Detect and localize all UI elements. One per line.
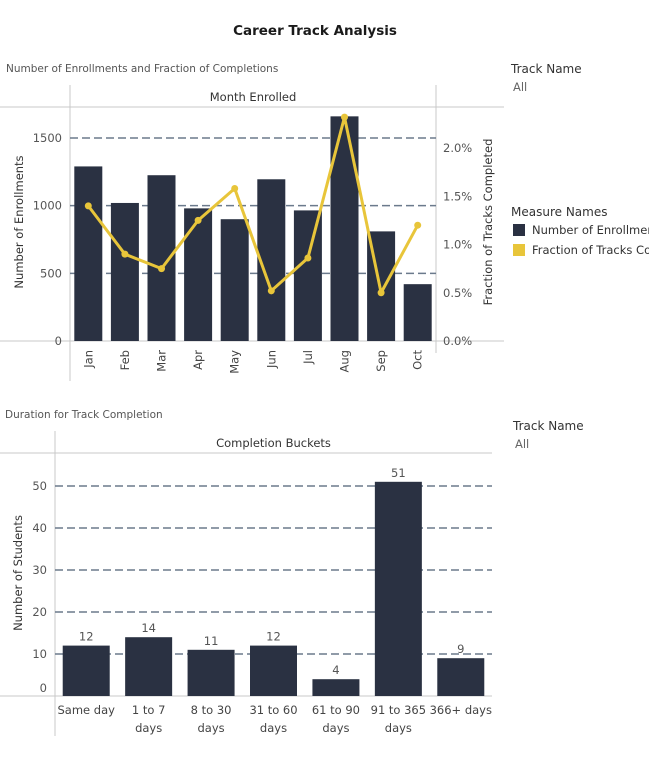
y2-tick-label: 0.5% bbox=[443, 286, 472, 300]
y-tick-label: 30 bbox=[32, 563, 47, 577]
bar-may bbox=[220, 219, 249, 341]
data-label: 51 bbox=[391, 466, 406, 480]
legend-swatch bbox=[513, 224, 525, 236]
y-tick-label: 1500 bbox=[33, 131, 62, 145]
x-tick-label: 31 to 60 bbox=[249, 703, 297, 717]
fraction-point bbox=[377, 289, 385, 297]
fraction-point bbox=[194, 216, 202, 224]
x-tick-label: Mar bbox=[155, 350, 169, 372]
fraction-point bbox=[267, 287, 275, 295]
fraction-point bbox=[84, 202, 92, 210]
fraction-point bbox=[341, 113, 348, 121]
data-label: 12 bbox=[266, 630, 281, 644]
y2-tick-label: 1.5% bbox=[443, 189, 472, 203]
y-tick-label: 20 bbox=[32, 605, 47, 619]
x-tick-label: Aug bbox=[338, 350, 352, 372]
y-tick-label: 0 bbox=[40, 681, 47, 695]
chart1-subtitle: Number of Enrollments and Fraction of Co… bbox=[6, 63, 279, 75]
x-tick-label: Oct bbox=[411, 350, 425, 370]
x-tick-label: days bbox=[385, 721, 412, 735]
filter2-value[interactable]: All bbox=[515, 437, 530, 451]
legend-item-label: Number of Enrollments bbox=[532, 223, 649, 237]
y-tick-label: 10 bbox=[32, 647, 47, 661]
legend-item-fraction[interactable]: Fraction of Tracks Completed bbox=[513, 243, 649, 257]
legend-title: Measure Names bbox=[511, 205, 608, 219]
filter1-label: Track Name bbox=[511, 62, 582, 76]
bar-oct bbox=[403, 284, 432, 341]
y2-tick-label: 2.0% bbox=[443, 141, 472, 155]
filter1-value[interactable]: All bbox=[513, 80, 528, 94]
x-tick-label: Jul bbox=[301, 350, 315, 365]
y-tick-label: 500 bbox=[40, 266, 62, 280]
y2-tick-label: 0.0% bbox=[443, 334, 472, 348]
data-label: 11 bbox=[204, 634, 219, 648]
column-header: Month Enrolled bbox=[210, 90, 297, 104]
column-header: Completion Buckets bbox=[216, 436, 331, 450]
bar-8-to-30-days bbox=[187, 649, 235, 696]
x-tick-label: 366+ days bbox=[430, 703, 492, 717]
bar-366-days bbox=[437, 658, 485, 696]
legend-swatch bbox=[513, 244, 525, 256]
dashboard-title: Career Track Analysis bbox=[233, 23, 397, 39]
x-tick-label: 61 to 90 bbox=[312, 703, 360, 717]
y-axis-title: Number of Students bbox=[11, 515, 25, 631]
bar-61-to-90-days bbox=[312, 679, 360, 696]
x-tick-label: Sep bbox=[374, 350, 388, 372]
legend-item-label: Fraction of Tracks Completed bbox=[532, 243, 649, 257]
data-label: 12 bbox=[79, 630, 94, 644]
bar-jan bbox=[74, 166, 103, 341]
x-tick-label: days bbox=[135, 721, 162, 735]
y-axis-title: Number of Enrollments bbox=[12, 155, 26, 288]
y-tick-label: 0 bbox=[55, 334, 62, 348]
data-label: 14 bbox=[141, 621, 156, 635]
fraction-point bbox=[121, 250, 129, 258]
x-tick-label: days bbox=[260, 721, 287, 735]
bar-1-to-7-days bbox=[125, 637, 173, 696]
x-tick-label: Jun bbox=[264, 350, 278, 369]
y-tick-label: 40 bbox=[32, 521, 47, 535]
fraction-line bbox=[87, 115, 420, 295]
data-label: 4 bbox=[332, 663, 339, 677]
y-tick-label: 50 bbox=[32, 479, 47, 493]
x-tick-label: days bbox=[322, 721, 349, 735]
bar-same-day bbox=[62, 645, 110, 696]
bar-31-to-60-days bbox=[250, 645, 297, 696]
x-tick-label: Jan bbox=[81, 350, 95, 369]
y2-tick-label: 1.0% bbox=[443, 238, 472, 252]
y2-axis-title: Fraction of Tracks Completed bbox=[481, 139, 495, 306]
x-tick-label: Feb bbox=[118, 350, 132, 370]
bar-jul bbox=[293, 210, 322, 341]
fraction-point bbox=[414, 221, 422, 229]
x-tick-label: 1 to 7 bbox=[132, 703, 166, 717]
x-tick-label: 91 to 365 bbox=[371, 703, 426, 717]
x-tick-label: days bbox=[197, 721, 224, 735]
fraction-point bbox=[231, 185, 239, 193]
bar-91-to-365-days bbox=[374, 481, 422, 696]
x-tick-label: Same day bbox=[57, 703, 115, 717]
chart2-subtitle: Duration for Track Completion bbox=[5, 409, 163, 421]
x-tick-label: 8 to 30 bbox=[191, 703, 232, 717]
y-tick-label: 1000 bbox=[33, 199, 62, 213]
filter2-label: Track Name bbox=[513, 419, 584, 433]
fraction-point bbox=[304, 254, 312, 262]
data-label: 9 bbox=[457, 642, 464, 656]
bar-jun bbox=[257, 179, 286, 341]
bar-feb bbox=[110, 202, 139, 341]
fraction-point bbox=[158, 265, 165, 273]
legend-item-enrollments[interactable]: Number of Enrollments bbox=[513, 223, 649, 237]
x-tick-label: May bbox=[228, 350, 242, 374]
x-tick-label: Apr bbox=[191, 350, 205, 370]
